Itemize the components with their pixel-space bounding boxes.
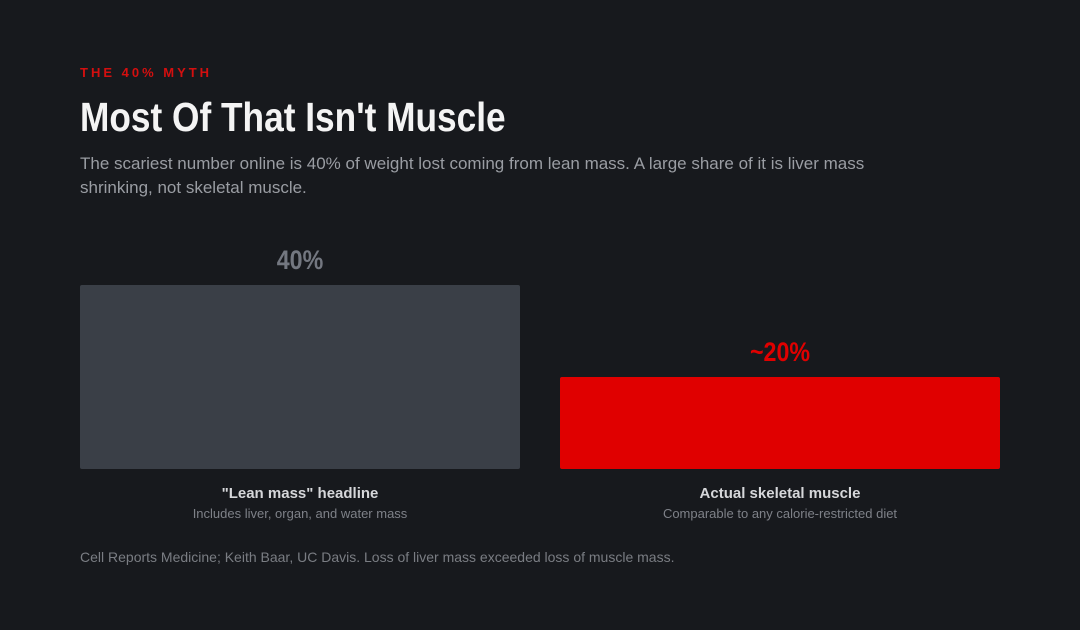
category-label-1: "Lean mass" headline: [222, 485, 379, 502]
page-title: Most Of That Isn't Muscle: [80, 94, 506, 140]
category-sublabel-1: Includes liver, organ, and water mass: [193, 506, 408, 521]
bar-2: [560, 377, 1000, 469]
bar-value-label-1: 40%: [277, 245, 323, 275]
page-subtitle: The scariest number online is 40% of wei…: [80, 154, 865, 197]
bar-1: [80, 285, 520, 469]
source-note: Cell Reports Medicine; Keith Baar, UC Da…: [80, 549, 675, 565]
bar-value-label-2: ~20%: [750, 337, 810, 367]
category-sublabel-2: Comparable to any calorie-restricted die…: [663, 506, 897, 521]
eyebrow-label: THE 40% MYTH: [80, 65, 213, 80]
category-label-2: Actual skeletal muscle: [700, 485, 861, 502]
